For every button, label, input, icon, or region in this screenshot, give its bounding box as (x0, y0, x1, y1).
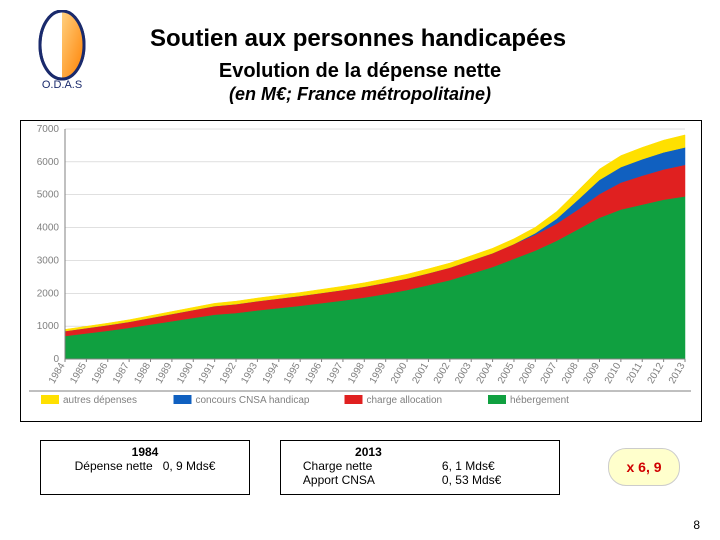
info-mid-row1-value: 6, 1 Mds€ (438, 459, 555, 473)
info-box-1984: 1984 Dépense nette 0, 9 Mds€ (40, 440, 250, 495)
svg-text:concours CNSA handicap: concours CNSA handicap (196, 395, 310, 406)
svg-text:2000: 2000 (389, 361, 410, 386)
svg-text:1999: 1999 (368, 361, 389, 386)
svg-text:1997: 1997 (325, 361, 346, 386)
svg-text:1994: 1994 (261, 361, 282, 386)
svg-text:1998: 1998 (346, 361, 367, 386)
svg-text:5000: 5000 (37, 190, 60, 201)
svg-text:2008: 2008 (560, 361, 581, 386)
svg-text:2005: 2005 (496, 361, 517, 386)
svg-text:2004: 2004 (475, 361, 496, 386)
svg-text:autres dépenses: autres dépenses (63, 395, 137, 406)
svg-text:1988: 1988 (132, 361, 153, 386)
svg-text:7000: 7000 (37, 124, 60, 135)
svg-text:1000: 1000 (37, 321, 60, 332)
svg-text:2000: 2000 (37, 288, 60, 299)
svg-text:2009: 2009 (581, 361, 602, 386)
svg-text:1993: 1993 (239, 361, 260, 386)
svg-text:2001: 2001 (410, 361, 431, 386)
svg-text:2011: 2011 (625, 361, 645, 386)
svg-text:6000: 6000 (37, 157, 60, 168)
info-left-label: Dépense nette (75, 459, 153, 473)
page-number: 8 (693, 518, 700, 532)
svg-text:1996: 1996 (303, 361, 324, 386)
svg-text:4000: 4000 (37, 223, 60, 234)
svg-text:1985: 1985 (68, 361, 89, 386)
svg-text:2013: 2013 (667, 361, 688, 386)
info-box-2013: 2013 Charge nette6, 1 Mds€ Apport CNSA0,… (280, 440, 560, 495)
svg-text:1984: 1984 (47, 361, 68, 386)
info-mid-year: 2013 (299, 445, 438, 459)
svg-text:1986: 1986 (90, 361, 111, 386)
svg-text:2003: 2003 (453, 361, 474, 386)
svg-text:2010: 2010 (603, 361, 624, 386)
svg-text:charge allocation: charge allocation (367, 395, 443, 406)
info-left-value: 0, 9 Mds€ (163, 459, 216, 473)
svg-text:1992: 1992 (218, 361, 239, 386)
growth-badge: x 6, 9 (608, 448, 680, 486)
svg-text:1995: 1995 (282, 361, 303, 386)
svg-text:hébergement: hébergement (510, 395, 569, 406)
svg-text:2006: 2006 (517, 361, 538, 386)
svg-text:1987: 1987 (111, 361, 132, 386)
svg-text:2007: 2007 (539, 361, 560, 386)
info-mid-row2-label: Apport CNSA (299, 473, 438, 487)
page-title: Soutien aux personnes handicapées (150, 25, 566, 53)
svg-text:1989: 1989 (154, 361, 175, 386)
subtitle-1: Evolution de la dépense nette (0, 60, 720, 83)
svg-text:2002: 2002 (432, 361, 453, 386)
info-left-year: 1984 (45, 445, 245, 459)
svg-text:3000: 3000 (37, 255, 60, 266)
info-mid-row1-label: Charge nette (299, 459, 438, 473)
subtitle-2: (en M€; France métropolitaine) (0, 84, 720, 105)
svg-text:2012: 2012 (646, 361, 667, 386)
expense-area-chart: 0100020003000400050006000700019841985198… (20, 120, 702, 422)
svg-text:1990: 1990 (175, 361, 196, 386)
info-mid-row2-value: 0, 53 Mds€ (438, 473, 555, 487)
svg-text:1991: 1991 (197, 361, 218, 386)
